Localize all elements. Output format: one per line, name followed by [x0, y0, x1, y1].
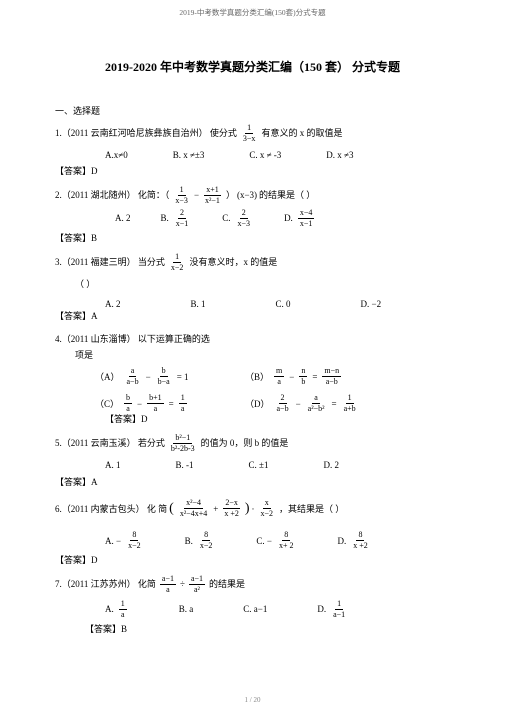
q3-optD: D. −2 [361, 298, 382, 311]
q1-stem-b: 有意义的 x 的取值是 [261, 125, 342, 141]
doc-title: 2019-2020 年中考数学真题分类汇编（150 套） 分式专题 [55, 59, 450, 76]
q4-optC: （C） ba − b+1a = 1a [95, 394, 225, 413]
q6-optA: A. − 8x−2 [105, 531, 145, 550]
q5-answer: 【答案】A [55, 476, 450, 489]
section-heading: 一、选择题 [55, 105, 450, 118]
q6-stem-b: ，其结果是（ ） [279, 501, 344, 517]
q7-stem-b: 的结果是 [209, 576, 245, 592]
q7-optB: B. a [179, 603, 194, 616]
q1-options: A.x≠0 B. x ≠±3 C. x ≠ -3 D. x ≠3 [105, 149, 450, 162]
q3-optA: A. 2 [105, 298, 121, 311]
q2-f1: 1x−3 [173, 186, 190, 205]
q3-frac: 1x−2 [169, 253, 186, 272]
q1-optC: C. x ≠ -3 [249, 149, 281, 162]
q3-options: A. 2 B. 1 C. 0 D. −2 [105, 298, 450, 311]
q2-optC: C. 2x−3 [222, 209, 254, 228]
q2-options: A. 2 B. 2x−1 C. 2x−3 D. x−4x−1 [115, 209, 450, 228]
q6-f1: x²−4x²−4x+4 [178, 499, 209, 518]
q4-stem-a: 4.（2011 山东淄博） 以下运算正确的选 [55, 331, 450, 347]
question-2: 2.（2011 湖北随州） 化简：（ 1x−3 − x+1x²−1 ） (x−3… [55, 186, 450, 205]
q6-optB: B. 8x−2 [185, 531, 217, 550]
q2-f2: x+1x²−1 [203, 186, 222, 205]
question-4: 4.（2011 山东淄博） 以下运算正确的选 项是 [55, 331, 450, 363]
question-7: 7.（2011 江苏苏州） 化简 a−1a ÷ a−1a² 的结果是 [55, 575, 450, 594]
q6-answer: 【答案】D [55, 554, 450, 567]
page-number: 1 / 20 [0, 696, 505, 706]
q7-options: A. 1a B. a C. a−1 D. 1a−1 [105, 600, 450, 619]
q5-optB: B. -1 [176, 459, 194, 472]
question-3: 3.（2011 福建三明） 当分式 1x−2 没有意义时，x 的值是 （ ） [55, 253, 450, 292]
q7-optC: C. a−1 [243, 603, 267, 616]
page-header: 2019-中考数学真题分类汇编(150套)分式专题 [55, 8, 450, 19]
q5-options: A. 1 B. -1 C. ±1 D. 2 [105, 459, 450, 472]
q2-stem-b: 的结果是（ ） [259, 187, 315, 203]
q5-optA: A. 1 [105, 459, 121, 472]
q5-optD: D. 2 [323, 459, 339, 472]
question-6: 6.（2011 内蒙古包头） 化 简 ( x²−4x²−4x+4 + 2−xx … [55, 496, 450, 521]
q5-frac: b²−1b²-2b-3 [169, 434, 197, 453]
q1-answer: 【答案】D [55, 165, 450, 178]
q4-optB: （B） ma − nb = m−na−b [245, 367, 343, 386]
q3-stem-a: 3.（2011 福建三明） 当分式 [55, 254, 165, 270]
q2-optD: D. x−4x−1 [284, 209, 316, 228]
q1-optA: A.x≠0 [105, 149, 128, 162]
q1-optD: D. x ≠3 [326, 149, 353, 162]
q2-stem-a: 2.（2011 湖北随州） 化简：（ [55, 187, 169, 203]
q5-stem-a: 5.（2011 云南玉溪） 若分式 [55, 435, 165, 451]
q4-optA: （A） aa−b − bb−a = 1 [95, 367, 225, 386]
q7-f1: a−1a [160, 575, 176, 594]
q4-optD: （D） 2a−b − aa²−b² = 1a+b [245, 394, 360, 413]
q6-f2: 2−xx +2 [222, 499, 241, 518]
q5-stem-b: 的值为 0，则 b 的值是 [201, 435, 289, 451]
q6-optD: D. 8x +2 [337, 531, 371, 550]
q3-optB: B. 1 [191, 298, 206, 311]
q6-f3: xx−2 [259, 499, 276, 518]
q6-stem-a: 6.（2011 内蒙古包头） 化 简 [55, 501, 167, 517]
q1-stem-a: 1.（2011 云南红河哈尼族彝族自治州） 使分式 [55, 125, 237, 141]
q6-optC: C. − 8x+ 2 [256, 531, 297, 550]
question-1: 1.（2011 云南红河哈尼族彝族自治州） 使分式 1 3−x 有意义的 x 的… [55, 124, 450, 143]
q7-optD: D. 1a−1 [317, 600, 349, 619]
q2-answer: 【答案】B [55, 232, 450, 245]
q4-stem-b: 项是 [75, 347, 450, 363]
q7-answer: 【答案】B [85, 623, 450, 636]
question-5: 5.（2011 云南玉溪） 若分式 b²−1b²-2b-3 的值为 0，则 b … [55, 434, 450, 453]
q1-frac: 1 3−x [241, 124, 258, 143]
q7-stem-a: 7.（2011 江苏苏州） 化简 [55, 576, 156, 592]
q3-optC: C. 0 [276, 298, 291, 311]
q3-paren: （ ） [75, 276, 450, 292]
q5-optC: C. ±1 [249, 459, 269, 472]
q6-options: A. − 8x−2 B. 8x−2 C. − 8x+ 2 D. 8x +2 [105, 531, 450, 550]
q3-stem-b: 没有意义时，x 的值是 [189, 254, 277, 270]
q7-optA: A. 1a [105, 600, 129, 619]
q3-answer: 【答案】A [55, 310, 450, 323]
q7-f2: a−1a² [189, 575, 205, 594]
q4-options: （A） aa−b − bb−a = 1 （B） ma − nb = m−na−b… [95, 367, 450, 413]
q1-optB: B. x ≠±3 [173, 149, 205, 162]
q4-answer: 【答案】D [105, 413, 450, 426]
q2-optA: A. 2 [115, 212, 131, 225]
q2-optB: B. 2x−1 [161, 209, 193, 228]
